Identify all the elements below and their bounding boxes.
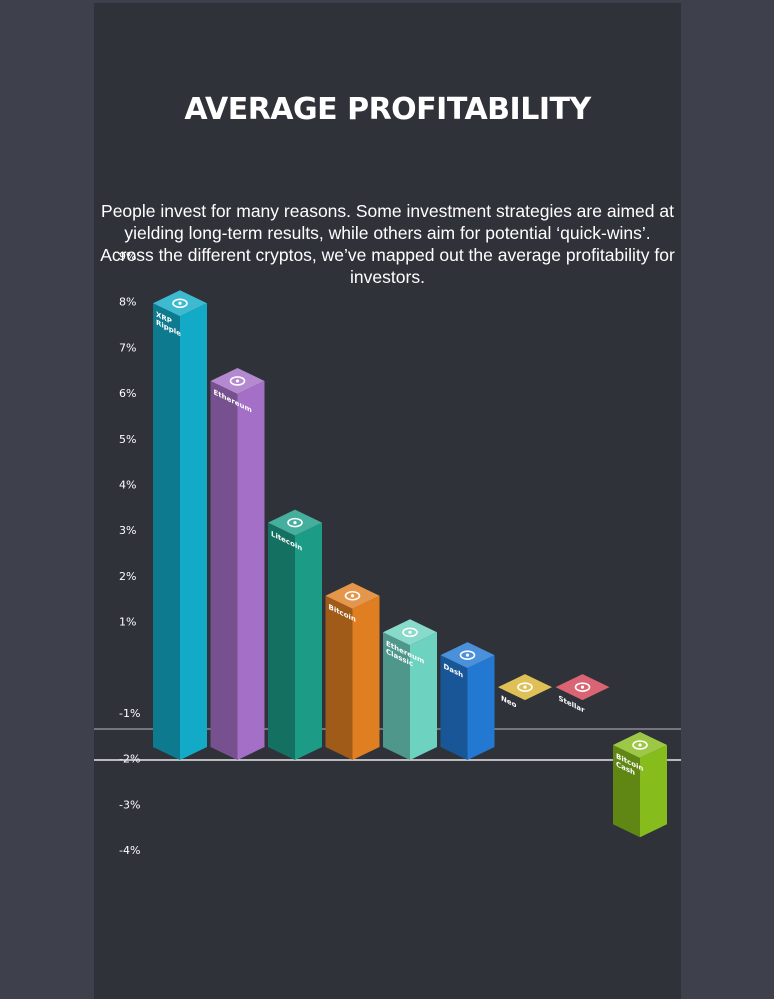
y-tick-label: 2% [119,570,136,583]
y-axis-ticks: 9% 8% 7% 6% 5% 4% 3% 2% 1% -1% -2% -3% -4% [119,250,140,857]
ethereum-icon [229,376,246,386]
bar-left-face [613,745,640,838]
bar-7: Neo [498,674,552,710]
bar-right-face [467,655,495,760]
stellar-icon [574,682,591,692]
bitcoin-icon [344,590,361,601]
bar-5: EthereumClassic [383,619,437,760]
bar-left-face [440,655,468,760]
bar-8: Stellar [555,674,610,715]
page-title: AVERAGE PROFITABILITY [184,92,591,127]
bars-group: XRPRippleEthereumLitecoinBitcoinEthereum… [153,290,667,838]
xrp-icon [172,298,188,309]
bar-right-face [295,522,322,760]
ethereum-classic-icon [402,627,418,638]
bar-6: Dash [440,642,495,760]
y-tick-label: 5% [119,433,136,446]
bar-right-face [180,303,207,760]
y-tick-label: -2% [119,753,140,766]
bar-9: BitcoinCash [613,732,667,838]
bar-label: Neo [501,694,516,710]
y-tick-label: -1% [119,707,140,720]
y-tick-label: 6% [119,387,136,400]
bar-2: Ethereum [210,367,265,760]
y-tick-label: 3% [119,524,136,537]
y-tick-label: -4% [119,844,140,857]
bar-right-face [237,380,265,760]
bar-left-face [383,632,410,760]
bar-4: Bitcoin [325,582,380,760]
dash-icon [459,650,476,660]
y-tick-label: 8% [119,296,136,309]
bar-left-face [325,595,353,760]
bar-right-face [410,632,437,760]
neo-icon [517,682,533,692]
bar-1: XRPRipple [153,290,207,760]
y-tick-label: 9% [119,250,136,263]
bar-3: Litecoin [268,509,322,760]
bar-left-face [153,303,180,760]
y-tick-label: -3% [119,798,140,811]
bitcoin-cash-icon [632,740,648,750]
litecoin-icon [287,517,303,528]
page-description: People invest for many reasons. Some inv… [100,201,675,287]
y-tick-label: 4% [119,479,136,492]
y-tick-label: 1% [119,616,136,629]
bar-right-face [640,745,667,838]
bar-left-face [268,522,295,760]
y-tick-label: 7% [119,341,136,354]
bar-right-face [352,595,380,760]
bar-left-face [210,380,238,760]
